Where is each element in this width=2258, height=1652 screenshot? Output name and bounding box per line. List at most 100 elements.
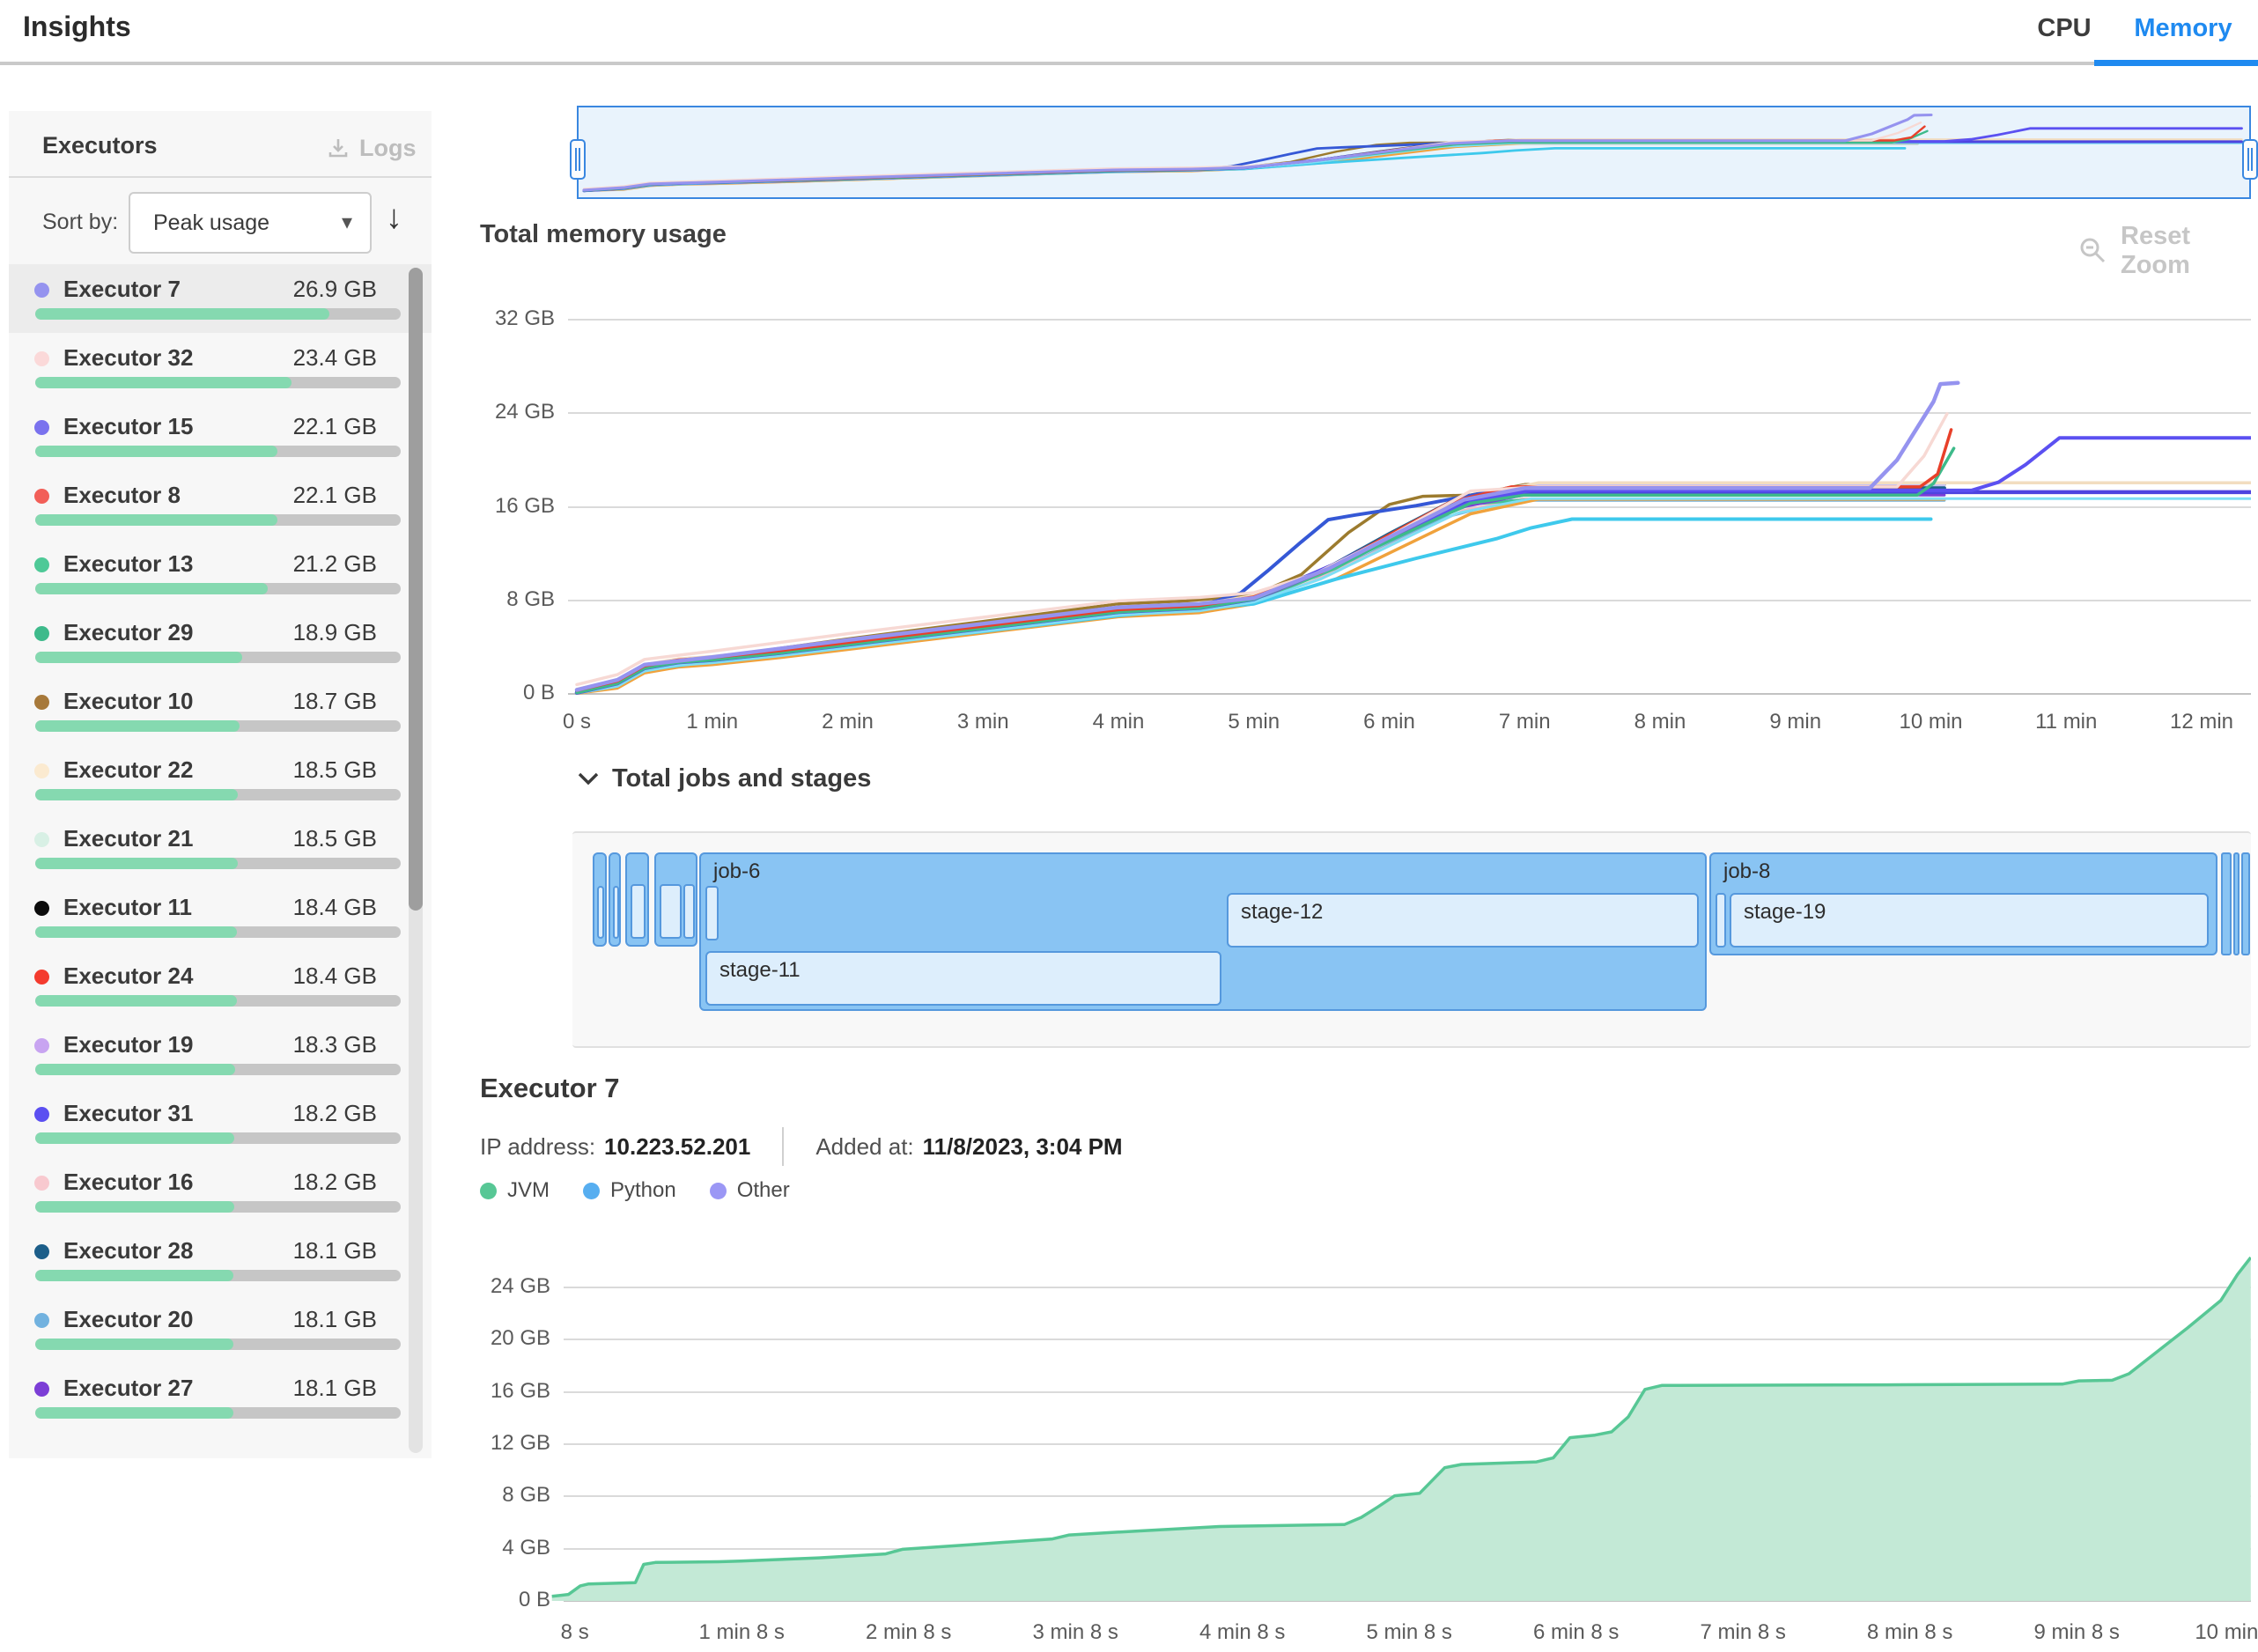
stage-12-block[interactable]: stage-12 [1227,893,1699,948]
x-axis-tick: 4 min 8 s [1199,1620,1286,1644]
logs-button[interactable]: Logs [326,130,423,166]
gridline [564,1287,2251,1289]
memory-chart-lines[interactable] [568,299,2251,713]
memory-series-executor-10 [575,483,1946,695]
legend-item[interactable]: Python [583,1178,676,1203]
y-axis-tick: 16 GB [494,493,555,518]
stage-block[interactable] [631,884,646,939]
executor-usage-bar [35,1201,401,1213]
stage-11-label: stage-11 [719,958,801,982]
legend-item[interactable]: JVM [480,1178,550,1203]
executor-usage-fill [35,1339,233,1350]
executor-usage-fill [35,720,240,732]
executor-usage-fill [35,377,291,388]
brush-handle-right[interactable] [2242,139,2258,180]
job-8-label: job-8 [1723,859,1771,883]
tab-cpu[interactable]: CPU [2037,14,2092,42]
executor-color-dot [34,420,49,435]
job-6-block[interactable]: job-6 stage-12 stage-11 [699,852,1707,1011]
executor-list-item[interactable]: Executor 13 21.2 GB [9,539,432,608]
executor-name: Executor 22 [63,756,194,783]
stage-19-block[interactable]: stage-19 [1730,893,2209,948]
executor-list: Executor 7 26.9 GB Executor 32 23.4 GB Execu… [9,264,432,1458]
y-axis-tick: 24 GB [494,400,555,424]
executor-usage-fill [35,1270,233,1281]
stage-11-block[interactable]: stage-11 [705,951,1221,1006]
executor-list-item[interactable]: Executor 32 23.4 GB [9,333,432,402]
executor-list-item[interactable]: Executor 19 18.3 GB [9,1020,432,1088]
executor-usage-fill [35,514,277,526]
zoom-out-icon [2078,236,2108,266]
legend-label: JVM [507,1178,550,1202]
stage-block[interactable] [705,886,719,940]
executor-usage-fill [35,995,237,1007]
memory-chart-title: Total memory usage [480,220,727,248]
executor-list-item[interactable]: Executor 22 18.5 GB [9,745,432,814]
list-scrollbar-thumb[interactable] [409,268,423,911]
executors-sidebar: Executors Logs Sort by: Peak usage ▾ ↓ E… [9,111,432,1458]
executor-list-item[interactable]: Executor 8 22.1 GB [9,470,432,539]
stage-block[interactable] [1716,893,1726,948]
stage-block[interactable] [683,884,695,939]
executor-usage-bar [35,995,401,1007]
sort-select[interactable]: Peak usage ▾ [129,192,372,254]
executor-list-item[interactable]: Executor 24 18.4 GB [9,951,432,1020]
executor-usage-fill [35,652,242,663]
job-block[interactable] [654,852,697,947]
executor-list-item[interactable]: Executor 11 18.4 GB [9,882,432,951]
executor-list-item[interactable]: Executor 28 18.1 GB [9,1226,432,1294]
executor-name: Executor 15 [63,413,194,439]
executor-usage-bar [35,1064,401,1075]
executor-memory-area-chart[interactable] [528,1226,2251,1606]
job-block[interactable] [2241,852,2250,955]
y-axis-tick: 8 GB [502,1483,550,1508]
stage-block[interactable] [613,886,619,939]
executor-peak-value: 22.1 GB [292,413,377,439]
stage-block[interactable] [597,886,604,939]
executor-peak-value: 18.1 GB [292,1306,377,1332]
executor-usage-bar [35,308,401,320]
memory-series-executor-19 [575,483,1946,692]
executor-color-dot [34,1244,49,1259]
executor-usage-fill [35,1064,236,1075]
job-block[interactable] [2233,852,2240,955]
executor-list-item[interactable]: Executor 7 26.9 GB [9,264,432,333]
zoom-brush[interactable] [570,106,2258,199]
executor-list-item[interactable]: Executor 16 18.2 GB [9,1157,432,1226]
job-block[interactable] [593,852,607,947]
x-axis-tick: 7 min 8 s [1700,1620,1786,1644]
reset-zoom-button[interactable]: Reset Zoom [2078,222,2258,280]
job-block[interactable] [609,852,621,947]
tab-memory[interactable]: Memory [2134,14,2232,42]
x-axis-tick: 0 s [562,710,591,734]
executor-list-item[interactable]: Executor 10 18.7 GB [9,676,432,745]
job-block[interactable] [625,852,649,947]
executor-list-item[interactable]: Executor 15 22.1 GB [9,402,432,470]
executor-usage-fill [35,308,330,320]
executor-usage-bar [35,514,401,526]
executor-peak-value: 23.4 GB [292,344,377,371]
logs-label: Logs [359,134,417,161]
chevron-down-icon: ▾ [341,210,352,234]
sort-direction-button[interactable]: ↓ [386,199,402,236]
executor-name: Executor 16 [63,1169,194,1195]
executor-name: Executor 21 [63,825,194,852]
jobs-section-toggle[interactable]: Total jobs and stages [577,764,871,793]
executor-color-dot [34,763,49,778]
legend-item[interactable]: Other [709,1178,790,1203]
gridline [564,1390,2251,1393]
stage-block[interactable] [660,884,682,939]
x-axis-tick: 9 min [1769,710,1822,734]
job-8-block[interactable]: job-8 stage-19 [1709,852,2217,955]
executor-list-item[interactable]: Executor 21 18.5 GB [9,814,432,882]
x-axis-tick: 9 min 8 s [2033,1620,2120,1644]
executor-list-item[interactable]: Executor 27 18.1 GB [9,1363,432,1432]
brush-handle-left[interactable] [570,139,586,180]
executor-list-item[interactable]: Executor 31 18.2 GB [9,1088,432,1157]
executor-detail-title: Executor 7 [480,1073,620,1103]
executor-list-item[interactable]: Executor 29 18.9 GB [9,608,432,676]
x-axis-tick: 8 min [1634,710,1686,734]
job-block[interactable] [2221,852,2232,955]
executor-list-item[interactable]: Executor 20 18.1 GB [9,1294,432,1363]
memory-series-executor-32 [575,412,1949,687]
